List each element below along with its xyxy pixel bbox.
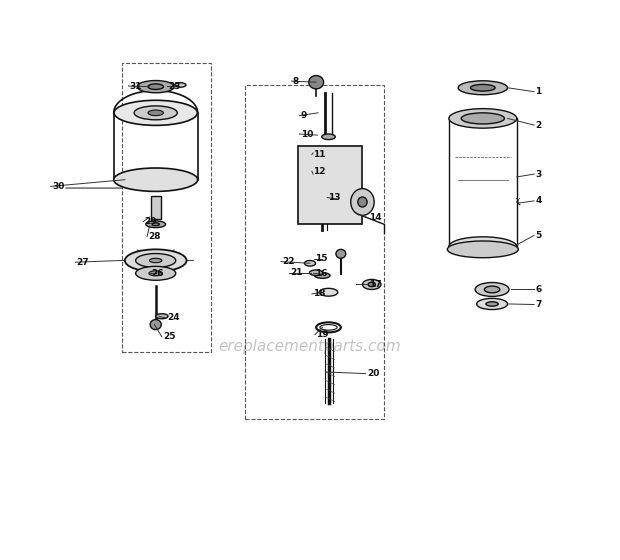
Circle shape: [150, 320, 161, 330]
Ellipse shape: [136, 267, 175, 280]
Ellipse shape: [137, 81, 174, 93]
Text: 22: 22: [282, 257, 294, 266]
Circle shape: [309, 76, 324, 89]
Text: 25: 25: [163, 332, 175, 342]
Ellipse shape: [149, 271, 162, 276]
Text: 4: 4: [535, 197, 542, 206]
Text: 14: 14: [369, 213, 381, 222]
Ellipse shape: [175, 83, 186, 87]
Ellipse shape: [449, 237, 516, 256]
Ellipse shape: [148, 110, 164, 115]
Bar: [151, 197, 161, 219]
Text: 27: 27: [77, 258, 89, 267]
Text: 19: 19: [316, 330, 329, 339]
Text: 21: 21: [290, 268, 303, 277]
Ellipse shape: [322, 134, 335, 139]
Ellipse shape: [314, 273, 330, 278]
Ellipse shape: [477, 298, 508, 310]
Text: 3: 3: [535, 170, 541, 179]
Bar: [245, 85, 384, 419]
Text: 20: 20: [367, 369, 379, 378]
Text: 17: 17: [369, 280, 381, 289]
Ellipse shape: [486, 302, 498, 306]
Text: 13: 13: [329, 193, 341, 202]
Ellipse shape: [156, 314, 168, 319]
Text: 30: 30: [52, 182, 64, 191]
Ellipse shape: [351, 189, 374, 216]
Text: 16: 16: [315, 269, 327, 278]
Text: 9: 9: [301, 111, 307, 120]
Bar: [122, 63, 211, 352]
Text: 8: 8: [293, 77, 299, 86]
Text: 5: 5: [535, 231, 541, 240]
Ellipse shape: [461, 113, 505, 124]
Ellipse shape: [148, 84, 164, 90]
Ellipse shape: [484, 286, 500, 293]
Text: 29: 29: [144, 217, 157, 226]
Text: 6: 6: [535, 285, 541, 294]
Circle shape: [336, 249, 346, 258]
Ellipse shape: [458, 81, 508, 95]
Ellipse shape: [471, 85, 495, 91]
Text: 1: 1: [535, 87, 541, 96]
Bar: [298, 146, 363, 224]
Text: 23: 23: [168, 82, 180, 91]
Ellipse shape: [304, 260, 316, 266]
Text: 15: 15: [315, 254, 327, 263]
Text: 31: 31: [130, 82, 142, 91]
Text: 2: 2: [535, 120, 541, 129]
Ellipse shape: [146, 221, 166, 227]
Ellipse shape: [358, 197, 367, 207]
Ellipse shape: [309, 270, 323, 276]
Ellipse shape: [152, 223, 159, 226]
Ellipse shape: [114, 100, 197, 125]
Ellipse shape: [368, 282, 376, 287]
Ellipse shape: [475, 282, 509, 296]
Text: 24: 24: [167, 314, 179, 323]
Ellipse shape: [134, 106, 177, 120]
Text: 18: 18: [313, 290, 326, 298]
Text: Y: Y: [515, 198, 519, 204]
Ellipse shape: [149, 258, 162, 263]
Ellipse shape: [319, 288, 338, 296]
Ellipse shape: [363, 279, 381, 290]
Ellipse shape: [125, 249, 187, 272]
Text: 10: 10: [301, 129, 313, 138]
Text: 26: 26: [151, 269, 163, 278]
Ellipse shape: [113, 168, 198, 192]
Text: 11: 11: [313, 150, 326, 159]
Text: ereplacementparts.com: ereplacementparts.com: [219, 339, 401, 354]
Text: 12: 12: [313, 167, 326, 176]
Ellipse shape: [136, 254, 175, 268]
Text: 28: 28: [148, 232, 161, 241]
Ellipse shape: [448, 241, 518, 258]
Text: 7: 7: [535, 300, 542, 309]
Ellipse shape: [449, 109, 516, 128]
